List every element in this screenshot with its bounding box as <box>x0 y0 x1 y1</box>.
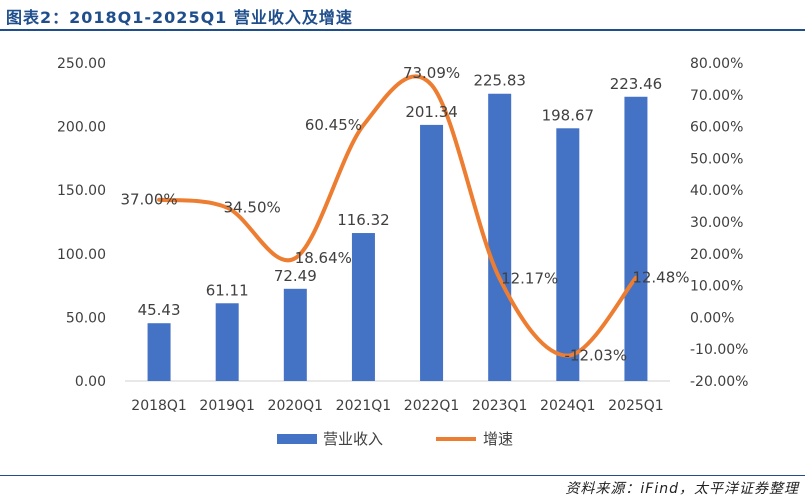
left-tick-label: 150.00 <box>57 183 106 199</box>
x-tick-label: 2025Q1 <box>608 398 664 414</box>
right-tick-label: 30.00% <box>690 215 743 231</box>
left-tick-label: 0.00 <box>75 374 106 390</box>
right-axis: -20.00% -10.00% 0.00% 10.00% 20.00% 30.00% 40.… <box>690 56 748 390</box>
right-tick-label: 60.00% <box>690 120 743 136</box>
growth-value-label: 12.17% <box>501 270 558 288</box>
x-tick-label: 2018Q1 <box>131 398 187 414</box>
x-tick-label: 2020Q1 <box>268 398 324 414</box>
bar-2022Q1 <box>420 124 444 382</box>
right-tick-label: 80.00% <box>690 56 743 72</box>
bar-2025Q1 <box>624 96 648 381</box>
bar-value-label: 116.32 <box>337 211 390 229</box>
growth-value-label: 34.50% <box>224 199 281 217</box>
left-tick-label: 50.00 <box>66 310 106 326</box>
growth-value-label: 60.45% <box>305 116 362 134</box>
bars <box>147 93 648 382</box>
bar-value-label: 198.67 <box>542 106 595 124</box>
growth-value-label: 18.64% <box>295 249 352 267</box>
legend-label-growth: 增速 <box>483 430 513 448</box>
bar-labels: 45.43 61.11 72.49 116.32 201.34 225.83 198.67 2… <box>138 72 663 319</box>
growth-value-label: -12.03% <box>565 347 628 365</box>
legend: 营业收入 增速 <box>277 430 513 448</box>
left-tick-label: 200.00 <box>57 120 106 136</box>
bar-2019Q1 <box>215 303 239 381</box>
figure-title: 图表2：2018Q1-2025Q1 营业收入及增速 <box>6 8 353 27</box>
bar-value-label: 61.11 <box>206 281 249 299</box>
right-tick-label: 0.00% <box>690 310 734 326</box>
growth-value-label: 37.00% <box>120 191 177 209</box>
title-divider <box>0 29 805 31</box>
right-tick-label: 50.00% <box>690 151 743 167</box>
growth-value-label: 73.09% <box>403 64 460 82</box>
legend-swatch-revenue <box>277 434 317 444</box>
line-labels: 37.00% 34.50% 18.64% 60.45% 73.09% 12.17% -12.… <box>120 64 689 365</box>
x-tick-label: 2021Q1 <box>336 398 392 414</box>
x-tick-label: 2022Q1 <box>404 398 460 414</box>
bar-value-label: 72.49 <box>274 267 317 285</box>
x-tick-label: 2023Q1 <box>472 398 528 414</box>
right-tick-label: 40.00% <box>690 183 743 199</box>
bar-value-label: 225.83 <box>473 72 526 90</box>
right-tick-label: 20.00% <box>690 247 743 263</box>
growth-line <box>157 74 638 358</box>
footer-divider <box>0 475 805 476</box>
bar-2021Q1 <box>351 233 375 381</box>
source-note: 资料来源：iFind，太平洋证券整理 <box>565 481 799 497</box>
growth-value-label: 12.48% <box>632 269 689 287</box>
x-tick-label: 2019Q1 <box>199 398 255 414</box>
bar-value-label: 201.34 <box>405 103 458 121</box>
bar-value-label: 223.46 <box>610 75 663 93</box>
revenue-growth-chart: 0.00 50.00 100.00 150.00 200.00 250.00 -20.00… <box>57 56 748 448</box>
bar-2020Q1 <box>283 288 307 381</box>
x-ticks: 2018Q1 2019Q1 2020Q1 2021Q1 2022Q1 2023Q1 2024… <box>131 398 663 414</box>
legend-label-revenue: 营业收入 <box>323 430 383 448</box>
right-tick-label: -10.00% <box>690 342 748 358</box>
bar-2018Q1 <box>147 323 171 381</box>
right-tick-label: -20.00% <box>690 374 748 390</box>
left-axis: 0.00 50.00 100.00 150.00 200.00 250.00 <box>57 56 106 390</box>
right-tick-label: 10.00% <box>690 279 743 295</box>
bar-2024Q1 <box>556 128 580 381</box>
right-tick-label: 70.00% <box>690 88 743 104</box>
x-tick-label: 2024Q1 <box>540 398 596 414</box>
bar-value-label: 45.43 <box>138 301 181 319</box>
left-tick-label: 250.00 <box>57 56 106 72</box>
bar-2023Q1 <box>488 93 512 382</box>
left-tick-label: 100.00 <box>57 247 106 263</box>
